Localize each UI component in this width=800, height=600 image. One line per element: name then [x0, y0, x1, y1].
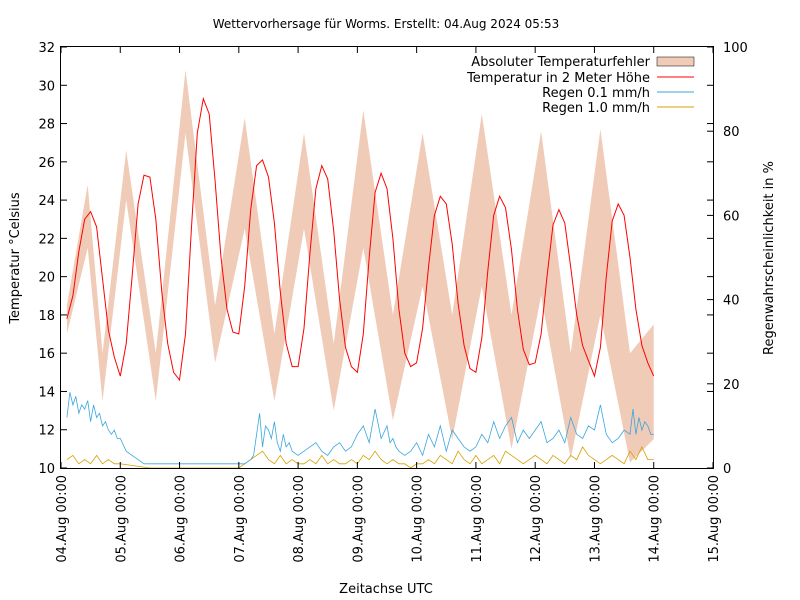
chart-title: Wettervorhersage für Worms. Erstellt: 04… [213, 17, 560, 31]
legend-label-temperature: Temperatur in 2 Meter Höhe [466, 71, 650, 86]
x-tick-label: 06.Aug 00:00 [174, 475, 189, 563]
plot-area [66, 70, 655, 469]
x-tick-label: 09.Aug 00:00 [351, 475, 366, 563]
y-tick-label: 18 [38, 309, 55, 324]
y-axis-label: Temperatur °Celsius [8, 192, 23, 325]
x-tick-label: 13.Aug 00:00 [589, 475, 604, 563]
y2-tick-label: 20 [723, 378, 740, 393]
x-tick-label: 11.Aug 00:00 [470, 475, 485, 563]
y-tick-label: 28 [38, 118, 55, 133]
x-axis-label: Zeitachse UTC [339, 582, 433, 597]
temperature-line [66, 96, 655, 382]
y2-tick-label: 60 [723, 209, 740, 224]
y-axis-right: 0 20 40 60 80 100 [707, 41, 748, 477]
x-tick-label: 10.Aug 00:00 [411, 475, 426, 563]
x-tick-label: 05.Aug 00:00 [114, 475, 129, 563]
legend-label-band: Absoluter Temperaturfehler [471, 55, 650, 70]
y-tick-label: 14 [38, 385, 55, 400]
y2-tick-label: 0 [723, 462, 731, 477]
plot-frame [60, 46, 714, 469]
y-tick-label: 20 [38, 271, 55, 286]
x-tick-label: 08.Aug 00:00 [292, 475, 307, 563]
y-tick-label: 32 [38, 41, 55, 56]
y-tick-label: 24 [38, 194, 55, 209]
y-tick-label: 26 [38, 156, 55, 171]
y-axis-left: 10 12 14 16 18 20 22 24 26 28 30 32 [38, 41, 713, 477]
y-tick-label: 12 [38, 424, 55, 439]
legend-swatch-band [656, 56, 695, 67]
x-axis: 04.Aug 00:00 05.Aug 00:00 06.Aug 00:00 07.A… [55, 47, 722, 563]
y-tick-label: 22 [38, 232, 55, 247]
temperature-error-band [66, 70, 654, 463]
y2-tick-label: 40 [723, 294, 740, 309]
x-tick-label: 04.Aug 00:00 [55, 475, 70, 563]
y2-tick-label: 100 [723, 41, 748, 56]
rain-1mm-line [66, 445, 654, 469]
legend-label-rain10: Regen 1.0 mm/h [542, 101, 650, 116]
x-tick-label: 12.Aug 00:00 [529, 475, 544, 563]
x-tick-label: 07.Aug 00:00 [233, 475, 248, 563]
legend-label-rain01: Regen 0.1 mm/h [542, 86, 650, 101]
y2-axis-label: Regenwahrscheinlichkeit in % [762, 161, 777, 355]
legend: Absoluter Temperaturfehler Temperatur in… [466, 55, 695, 116]
y-tick-label: 30 [38, 79, 55, 94]
y-tick-label: 10 [38, 462, 55, 477]
x-tick-label: 15.Aug 00:00 [707, 475, 722, 563]
x-tick-label: 14.Aug 00:00 [648, 475, 663, 563]
y-tick-label: 16 [38, 347, 55, 362]
y2-tick-label: 80 [723, 125, 740, 140]
rain-01mm-line [66, 392, 654, 465]
